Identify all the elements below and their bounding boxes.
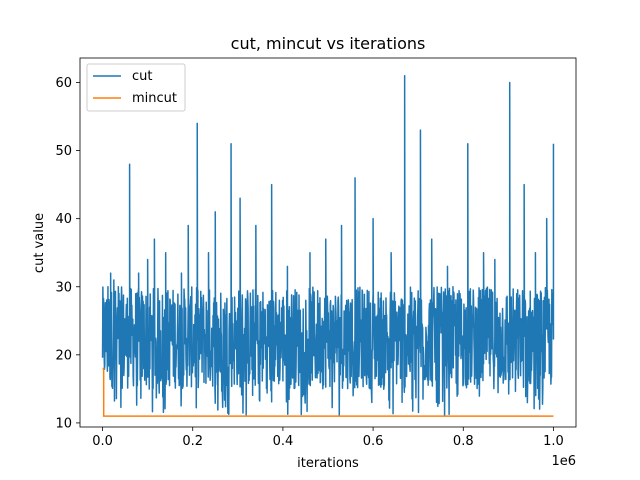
- y-tick-label: 20: [55, 348, 72, 363]
- plot-frame: [79, 57, 577, 428]
- x-axis-offset-text: 1e6: [551, 454, 576, 469]
- x-tick-label: 0.8: [453, 434, 474, 449]
- legend: cut mincut: [86, 63, 186, 112]
- y-axis: 10 20 30 40 50 60: [55, 76, 80, 431]
- x-axis: 0.0 0.2 0.4 0.6 0.8 1.0: [92, 427, 564, 449]
- y-axis-label: cut value: [32, 213, 47, 273]
- mincut-series: [102, 367, 554, 417]
- y-tick-label: 30: [55, 280, 72, 295]
- series-line-cut: [101, 74, 555, 417]
- x-tick-label: 0.0: [92, 434, 113, 449]
- y-tick-label: 50: [55, 144, 72, 159]
- x-axis-label: iterations: [297, 456, 359, 471]
- y-tick-label: 60: [55, 76, 72, 91]
- x-tick-label: 0.2: [182, 434, 203, 449]
- y-tick-label: 40: [55, 212, 72, 227]
- legend-label-mincut: mincut: [132, 91, 177, 106]
- y-tick-label: 10: [55, 416, 72, 431]
- x-tick-label: 0.6: [363, 434, 384, 449]
- cut-series: [101, 74, 555, 417]
- legend-label-cut: cut: [132, 69, 152, 84]
- x-tick-label: 1.0: [543, 434, 564, 449]
- plot-area: [79, 57, 577, 428]
- series-line-mincut: [102, 367, 554, 417]
- x-tick-label: 0.4: [273, 434, 294, 449]
- chart-title: cut, mincut vs iterations: [231, 34, 426, 53]
